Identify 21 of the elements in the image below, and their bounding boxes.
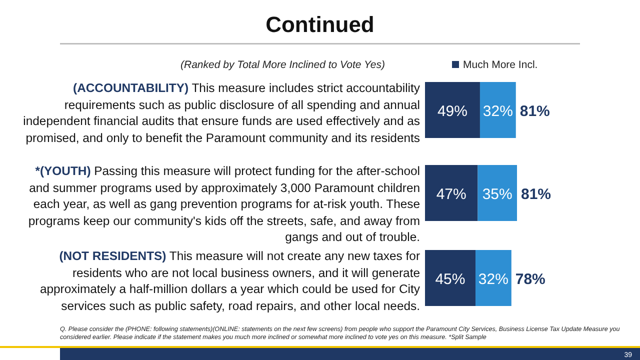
data-label: 49% [437, 103, 468, 120]
data-label: 32% [478, 271, 508, 288]
bar [475, 250, 512, 306]
bar [478, 165, 517, 221]
chart-title: Continued [266, 12, 374, 37]
total-label: 81% [520, 103, 550, 120]
text: (Ranked by Total More Inclined to Vote Yes) [180, 59, 385, 71]
data-label: 35% [482, 186, 512, 203]
bar [425, 82, 480, 138]
y-tick-label: (NOT RESIDENTS) This measure will not create any new taxes for residents who are not local business owners, and it will generate approximately a half-million dollars a year which could be used for City services such as public safety, road repairs, and other local needs. [38, 248, 420, 314]
total-label: 81% [521, 186, 552, 203]
bar [425, 165, 478, 221]
y-tick-label: *(YOUTH) Passing this measure will protect funding for the after-school and summer programs used by approximately 3,000 Paramount children each year, as well as gang prevention programs for at-risk youth. These programs keep our community's kids off the streets, safe, and away from gangs and out of trouble. [27, 163, 420, 246]
data-label: 32% [482, 103, 513, 120]
y-tick-label: (ACCOUNTABILITY) This measure includes strict accountability requirements such as public disclosure of all spending and annual independent financial audits that ensure funds are used effectively and as promised, and only to benefit the Paramount community and its residents [22, 80, 420, 146]
legend-label: Much More Incl. [463, 59, 538, 71]
bar [425, 250, 476, 306]
data-label: 47% [436, 186, 466, 203]
total-label: 78% [515, 271, 546, 288]
data-label: 45% [435, 271, 466, 288]
bar [480, 82, 516, 138]
